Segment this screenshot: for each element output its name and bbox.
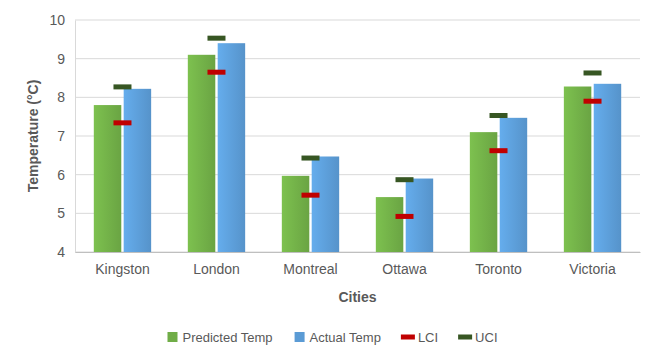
x-tick: Toronto — [475, 252, 522, 277]
y-tick-label: 4 — [57, 244, 65, 260]
x-axis-title: Cities — [338, 289, 376, 305]
legend-swatch — [401, 335, 415, 340]
marks — [94, 36, 621, 252]
bar-series — [94, 55, 592, 252]
grid-line — [75, 174, 640, 175]
y-tick-label: 7 — [57, 128, 65, 144]
bar — [282, 176, 309, 252]
x-tick: Ottawa — [382, 252, 427, 277]
y-tick: 9 — [57, 51, 75, 67]
legend-item: UCI — [458, 330, 497, 345]
y-tick-label: 9 — [57, 51, 65, 67]
y-tick-label: 8 — [57, 89, 65, 105]
y-tick: 6 — [57, 167, 75, 183]
y-tick: 8 — [57, 89, 75, 105]
grid-line — [75, 252, 640, 253]
x-tick: London — [193, 252, 240, 277]
plot: 4 5 6 7 8 9 10 Kingston London Montreal Ottawa Toro… — [49, 12, 640, 277]
x-tick: Victoria — [569, 252, 616, 277]
legend-label: LCI — [418, 330, 438, 345]
marker — [584, 99, 602, 104]
marker — [301, 156, 319, 161]
grid-line — [75, 97, 640, 98]
legend-label: UCI — [475, 330, 497, 345]
bar — [500, 118, 527, 252]
y-tick: 10 — [49, 12, 75, 28]
legend: Predicted Temp Actual Temp LCI UCI — [167, 330, 497, 345]
marker — [113, 120, 131, 125]
marker — [396, 214, 414, 219]
grid — [75, 20, 640, 252]
marker — [207, 36, 225, 41]
y-tick-label: 6 — [57, 167, 65, 183]
x-tick-label: Victoria — [569, 261, 616, 277]
marker — [113, 84, 131, 89]
bar — [594, 84, 621, 252]
chart: 4 5 6 7 8 9 10 Kingston London Montreal Ottawa Toro… — [0, 0, 649, 364]
y-axis-title: Temperature (°C) — [25, 80, 41, 193]
bar — [376, 197, 403, 252]
x-tick-label: Toronto — [475, 261, 522, 277]
legend-label: Predicted Temp — [182, 330, 272, 345]
marker — [490, 113, 508, 118]
y-tick-label: 5 — [57, 205, 65, 221]
y-tick: 5 — [57, 205, 75, 221]
x-tick-label: Kingston — [95, 261, 149, 277]
marker-series — [113, 36, 601, 183]
bar — [312, 156, 339, 252]
legend-swatch — [295, 332, 305, 342]
grid-line — [75, 20, 640, 21]
x-tick-label: Ottawa — [382, 261, 427, 277]
x-tick: Montreal — [283, 252, 337, 277]
bar — [94, 105, 121, 252]
legend-swatch — [458, 335, 472, 340]
legend-label: Actual Temp — [310, 330, 381, 345]
marker — [490, 148, 508, 153]
marker-series — [113, 70, 601, 219]
marker — [207, 70, 225, 75]
bar — [564, 87, 591, 252]
marker — [584, 70, 602, 75]
grid-line — [75, 58, 640, 59]
y-tick: 7 — [57, 128, 75, 144]
y-axis: 4 5 6 7 8 9 10 — [49, 12, 75, 260]
x-tick-label: London — [193, 261, 240, 277]
grid-line — [75, 213, 640, 214]
legend-item: Actual Temp — [295, 330, 381, 345]
x-axis: Kingston London Montreal Ottawa Toronto Victo… — [76, 252, 641, 277]
legend-swatch — [167, 332, 177, 342]
y-tick-label: 10 — [49, 12, 65, 28]
x-tick-label: Montreal — [283, 261, 337, 277]
y-axis-line — [75, 21, 76, 253]
bar — [188, 55, 215, 252]
y-tick: 4 — [57, 244, 75, 260]
legend-item: LCI — [401, 330, 438, 345]
grid-line — [75, 136, 640, 137]
x-axis-line — [76, 252, 641, 253]
marker — [396, 177, 414, 182]
bar-series — [124, 43, 622, 252]
legend-item: Predicted Temp — [167, 330, 272, 345]
bar — [124, 89, 151, 252]
marker — [301, 193, 319, 198]
x-tick: Kingston — [95, 252, 149, 277]
